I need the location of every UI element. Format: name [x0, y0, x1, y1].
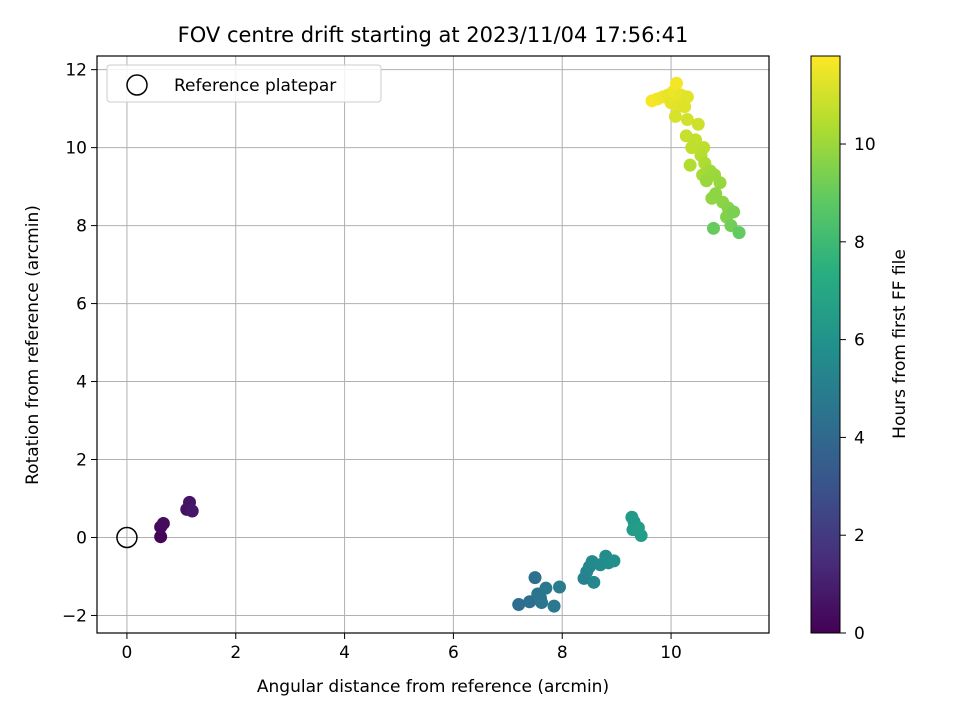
grid-lines: [97, 56, 769, 633]
colorbar-tick-label: 6: [854, 331, 865, 351]
colorbar-tick-label: 4: [854, 428, 865, 448]
scatter-point: [528, 571, 542, 585]
y-axis-ticks: −2 0 2 4 6 8 10 12: [62, 61, 97, 626]
scatter-point: [683, 158, 697, 172]
scatter-point: [523, 595, 537, 609]
colorbar: 0 2 4 6 8 10 Hours from first FF file: [810, 55, 910, 644]
scatter-point: [607, 554, 621, 568]
scatter-point: [680, 90, 694, 104]
scatter-point: [547, 599, 561, 613]
scatter-point: [553, 580, 567, 594]
colorbar-tick-label: 0: [854, 624, 865, 644]
legend-box: [106, 64, 382, 103]
scatter-point: [685, 141, 699, 155]
scatter-point: [539, 581, 553, 595]
scatter-point: [709, 187, 723, 201]
scatter-point: [691, 117, 705, 131]
x-tick-label: 8: [557, 643, 568, 663]
colorbar-tick-label: 8: [854, 233, 865, 253]
y-tick-label: 6: [76, 295, 87, 315]
y-axis-label: Rotation from reference (arcmin): [23, 205, 43, 485]
reference-platepar-marker: [116, 526, 138, 549]
scatter-point: [699, 174, 713, 188]
colorbar-tick-label: 2: [854, 526, 865, 546]
y-tick-label: −2: [62, 606, 87, 626]
colorbar-gradient: [810, 55, 841, 634]
scatter-point: [587, 575, 601, 589]
colorbar-tick-label: 10: [854, 135, 876, 155]
y-tick-label: 4: [76, 373, 87, 393]
x-axis-label: Angular distance from reference (arcmin): [257, 677, 609, 697]
x-tick-label: 4: [339, 643, 350, 663]
scatter-point: [634, 529, 648, 543]
scatter-point: [535, 596, 549, 610]
scatter-point: [185, 504, 199, 518]
legend-marker: [126, 74, 148, 96]
y-tick-label: 2: [76, 451, 87, 471]
x-tick-label: 2: [230, 643, 241, 663]
scatter-point: [706, 221, 720, 235]
data-points: [116, 76, 746, 613]
chart-title: FOV centre drift starting at 2023/11/04 …: [178, 23, 689, 47]
legend: Reference platepar: [106, 64, 382, 103]
scatter-point: [154, 530, 168, 544]
x-tick-label: 10: [660, 643, 682, 663]
colorbar-ticks: 0 2 4 6 8 10: [840, 135, 876, 644]
scatter-point: [680, 113, 694, 127]
scatter-point: [156, 516, 170, 530]
x-axis-ticks: 0 2 4 6 8 10: [122, 633, 682, 663]
plot-frame: [96, 55, 770, 634]
legend-entry-reference-platepar: Reference platepar: [174, 76, 336, 96]
y-tick-label: 0: [76, 528, 87, 548]
y-tick-label: 10: [65, 139, 87, 159]
scatter-point: [668, 109, 682, 123]
scatter-point: [669, 76, 683, 90]
scatter-point: [713, 176, 727, 190]
x-tick-label: 6: [448, 643, 459, 663]
colorbar-label: Hours from first FF file: [890, 249, 910, 439]
y-tick-label: 8: [76, 217, 87, 237]
scatter-point: [512, 598, 526, 612]
scatter-point: [732, 226, 746, 240]
y-tick-label: 12: [65, 61, 87, 81]
scatter-point: [727, 205, 741, 219]
scatter-point: [678, 100, 692, 114]
x-tick-label: 0: [122, 643, 133, 663]
